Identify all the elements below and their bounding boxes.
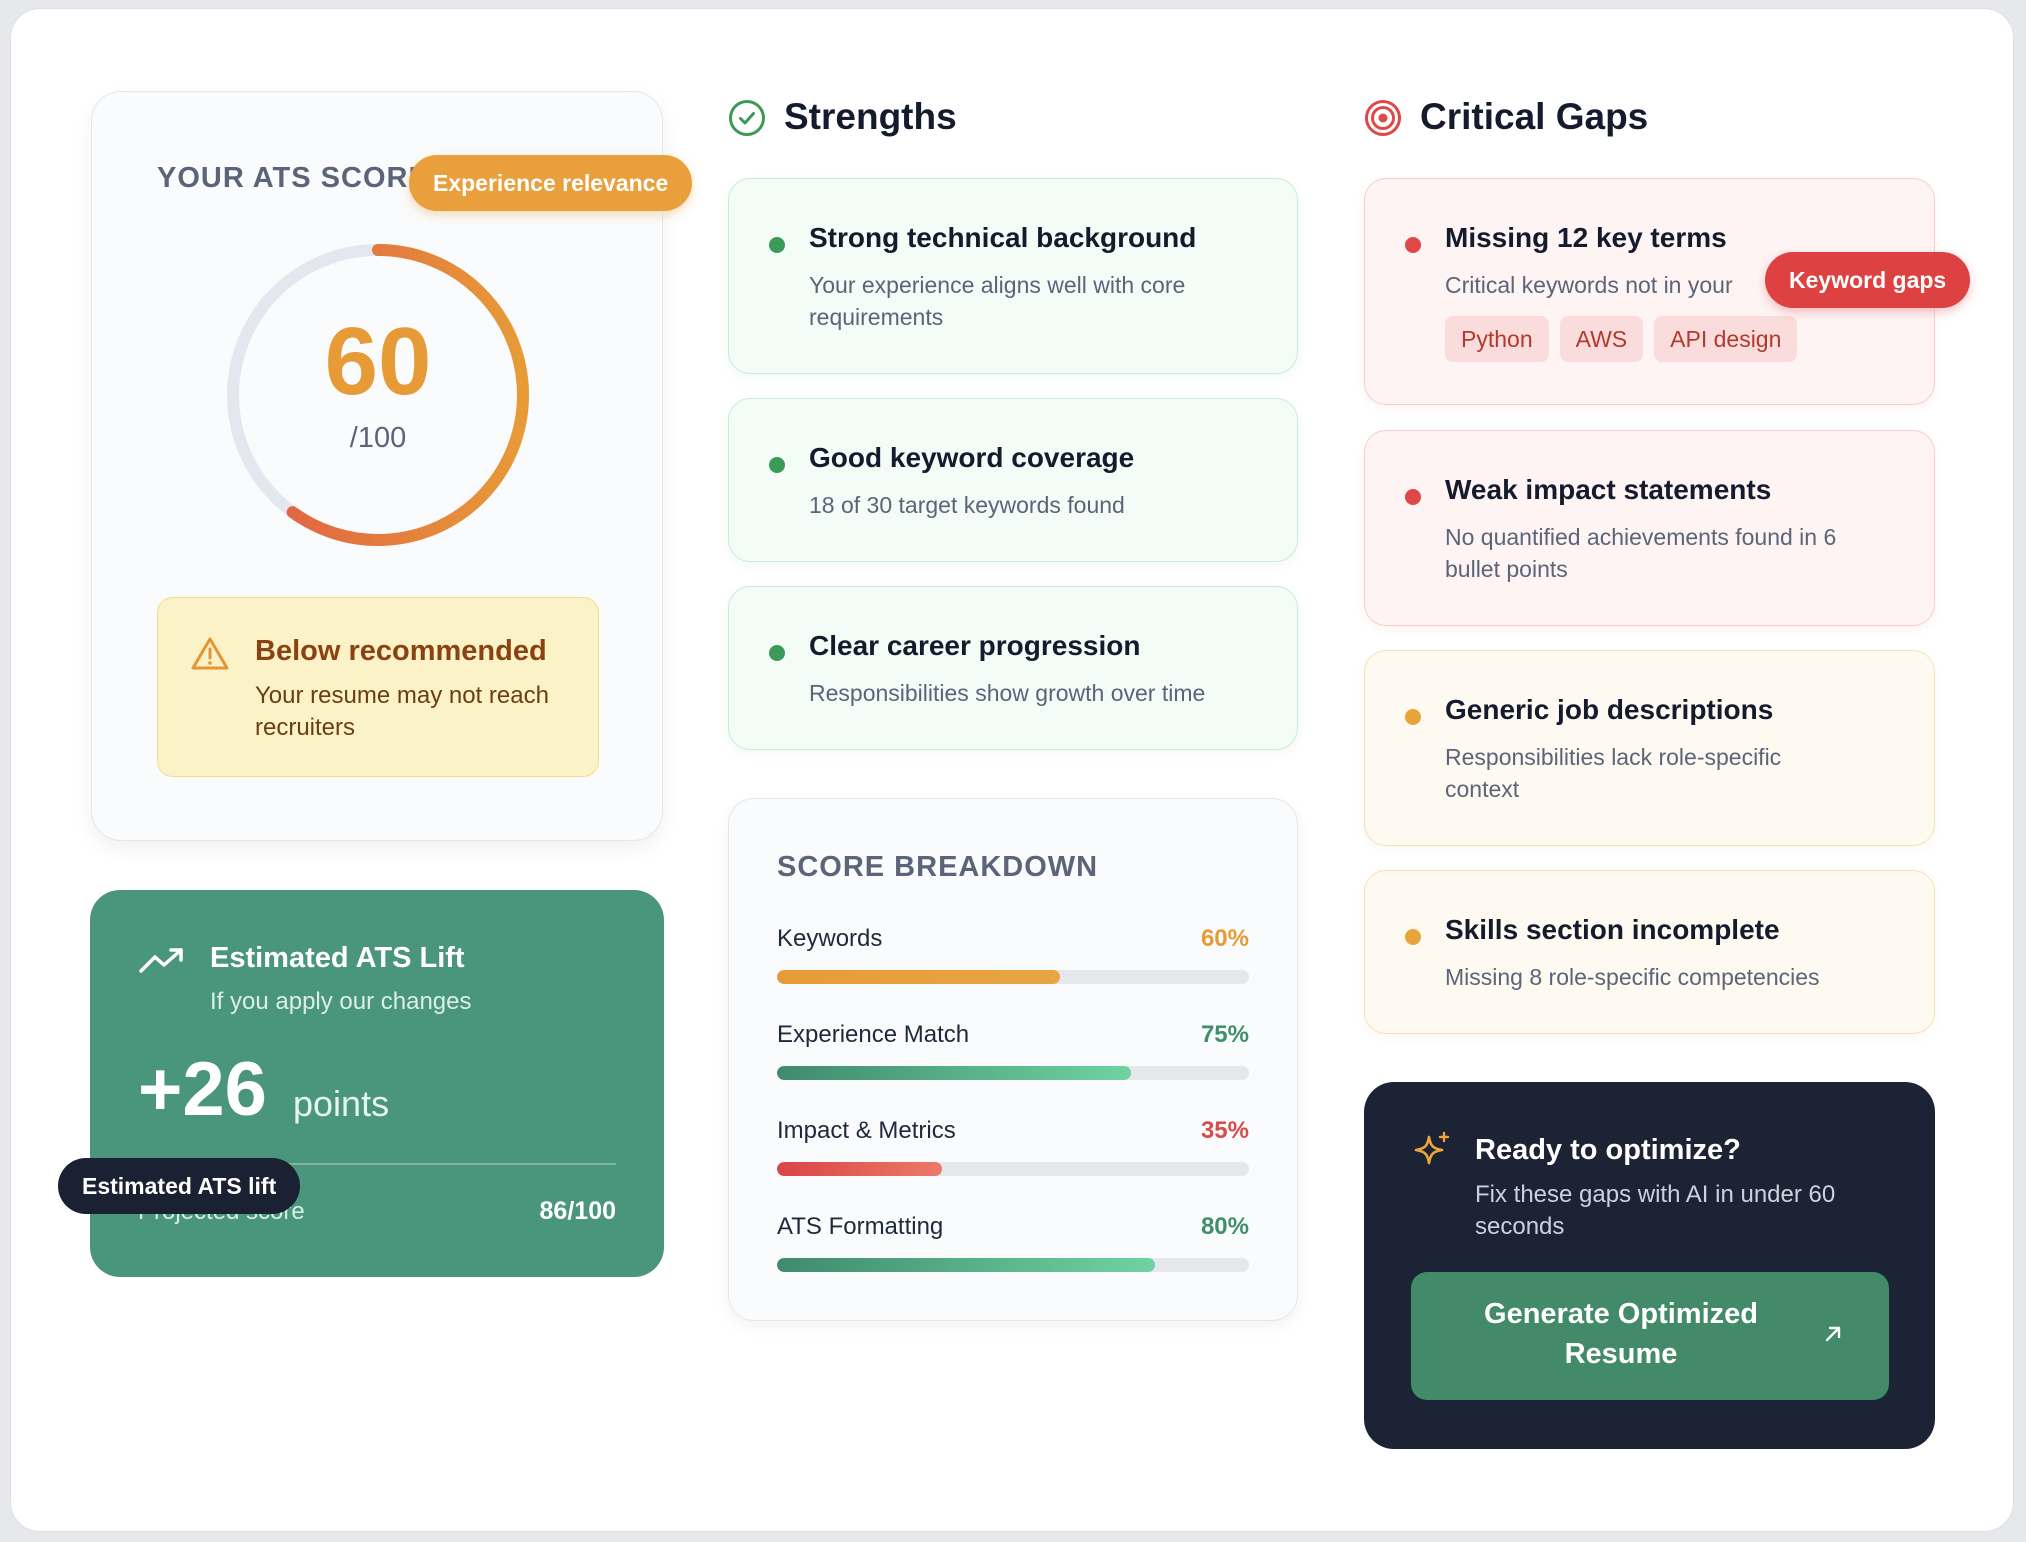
- lift-unit: points: [293, 1083, 390, 1124]
- gap-title: Generic job descriptions: [1445, 694, 1774, 725]
- gap-title: Weak impact statements: [1445, 474, 1772, 505]
- gauge-progress: [227, 244, 529, 546]
- gap-item: Generic job descriptions Responsibilitie…: [1364, 650, 1935, 846]
- strengths-title: Strengths: [784, 96, 957, 137]
- gap-dot: [1405, 489, 1421, 505]
- below-recommended-alert: Below recommended Your resume may not re…: [157, 597, 599, 777]
- critical-gaps-title: Critical Gaps: [1420, 96, 1649, 137]
- keyword-chip: API design: [1654, 316, 1798, 362]
- breakdown-row-keywords: Keywords 60%: [777, 925, 1249, 995]
- trending-up-icon: [139, 948, 183, 973]
- score-gauge: [227, 244, 529, 546]
- breakdown-track: [777, 1258, 1249, 1272]
- strength-title: Good keyword coverage: [809, 442, 1135, 473]
- gap-item: Skills section incomplete Missing 8 role…: [1364, 870, 1935, 1034]
- sparkles-icon: [1414, 1131, 1450, 1165]
- breakdown-value: 80%: [1200, 1213, 1249, 1240]
- alert-text: Your resume may not reach recruiters: [255, 682, 549, 741]
- ats-lift-tooltip: Estimated ATS lift: [58, 1158, 301, 1214]
- strength-dot: [769, 237, 785, 253]
- strength-item: Good keyword coverage 18 of 30 target ke…: [728, 398, 1298, 562]
- keyword-gaps-tooltip: Keyword gaps: [1765, 252, 1971, 308]
- breakdown-label: Keywords: [777, 925, 883, 952]
- generate-optimized-resume-button[interactable]: Generate Optimized Resume: [1411, 1272, 1889, 1400]
- breakdown-track: [777, 970, 1249, 984]
- breakdown-fill: [777, 1258, 1155, 1272]
- breakdown-track: [777, 1066, 1249, 1080]
- breakdown-fill: [777, 970, 1061, 984]
- keyword-chips: Python AWS API design: [1445, 316, 1808, 362]
- score-breakdown-card: SCORE BREAKDOWN Keywords 60% Experience …: [728, 798, 1298, 1321]
- lift-value: +26: [138, 1047, 267, 1132]
- breakdown-title: SCORE BREAKDOWN: [777, 851, 1099, 883]
- breakdown-label: ATS Formatting: [777, 1213, 944, 1240]
- ats-score-card: YOUR ATS SCORE 60 /100 Below recommended…: [91, 91, 663, 841]
- breakdown-row-impact: Impact & Metrics 35%: [777, 1117, 1249, 1187]
- keyword-chip: Python: [1445, 316, 1549, 362]
- strength-dot: [769, 457, 785, 473]
- ats-lift-card: Estimated ATS Lift If you apply our chan…: [90, 890, 664, 1277]
- lift-divider: [138, 1163, 616, 1165]
- gap-dot: [1405, 237, 1421, 253]
- breakdown-label: Impact & Metrics: [777, 1117, 956, 1144]
- arrow-up-right-icon: [1825, 1326, 1841, 1342]
- gap-desc: No quantified achievements found in 6 bu…: [1445, 524, 1837, 582]
- alert-title: Below recommended: [255, 635, 547, 667]
- strength-dot: [769, 645, 785, 661]
- breakdown-value: 75%: [1200, 1021, 1249, 1048]
- breakdown-value: 60%: [1200, 925, 1249, 952]
- breakdown-row-experience: Experience Match 75%: [777, 1021, 1249, 1091]
- breakdown-row-formatting: ATS Formatting 80%: [777, 1213, 1249, 1283]
- breakdown-label: Experience Match: [777, 1021, 970, 1048]
- score-max: /100: [349, 422, 407, 454]
- breakdown-fill: [777, 1162, 943, 1176]
- check-circle-icon: [729, 100, 765, 136]
- gap-dot: [1405, 709, 1421, 725]
- gap-title: Missing 12 key terms: [1445, 222, 1727, 253]
- optimize-cta-card: Ready to optimize? Fix these gaps with A…: [1364, 1082, 1935, 1449]
- gap-desc: Missing 8 role-specific competencies: [1445, 964, 1820, 990]
- breakdown-value: 35%: [1200, 1117, 1249, 1144]
- lift-title: Estimated ATS Lift: [210, 942, 465, 974]
- strength-item: Strong technical background Your experie…: [728, 178, 1298, 374]
- breakdown-track: [777, 1162, 1249, 1176]
- cta-title: Ready to optimize?: [1475, 1134, 1741, 1166]
- score-value: 60: [324, 308, 432, 415]
- gap-dot: [1405, 929, 1421, 945]
- experience-relevance-tooltip: Experience relevance: [409, 155, 693, 211]
- lift-subtitle: If you apply our changes: [210, 988, 472, 1015]
- projected-score-value: 86/100: [539, 1197, 616, 1225]
- breakdown-fill: [777, 1066, 1131, 1080]
- strength-desc: 18 of 30 target keywords found: [809, 492, 1125, 518]
- gap-title: Skills section incomplete: [1445, 914, 1780, 945]
- keyword-chip: AWS: [1559, 316, 1644, 362]
- strength-title: Strong technical background: [809, 222, 1197, 253]
- strength-desc: Your experience aligns well with core re…: [809, 272, 1186, 330]
- strength-title: Clear career progression: [809, 630, 1141, 661]
- target-icon: [1365, 100, 1401, 136]
- gap-item: Weak impact statements No quantified ach…: [1364, 430, 1935, 626]
- score-card-title: YOUR ATS SCORE: [157, 162, 429, 194]
- button-label: Generate Optimized Resume: [1484, 1298, 1758, 1370]
- strength-item: Clear career progression Responsibilitie…: [728, 586, 1298, 750]
- gap-desc: Critical keywords not in your: [1445, 272, 1733, 298]
- strength-desc: Responsibilities show growth over time: [809, 680, 1206, 706]
- cta-subtitle: Fix these gaps with AI in under 60 secon…: [1475, 1181, 1836, 1240]
- warning-triangle-icon: [191, 637, 229, 670]
- gap-desc: Responsibilities lack role-specific cont…: [1445, 744, 1782, 802]
